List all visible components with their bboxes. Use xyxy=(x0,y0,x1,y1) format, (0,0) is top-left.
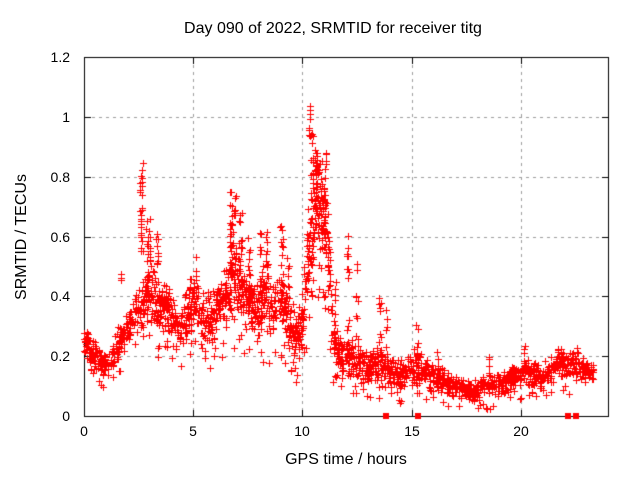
chart-title: Day 090 of 2022, SRMTID for receiver tit… xyxy=(184,20,482,37)
y-tick-label: 0.8 xyxy=(50,169,70,185)
x-axis-label: GPS time / hours xyxy=(285,451,407,468)
x-tick-label: 0 xyxy=(80,423,88,439)
x-tick-label: 15 xyxy=(404,423,420,439)
y-tick-label: 0 xyxy=(62,408,70,424)
y-tick-label: 0.6 xyxy=(50,229,70,245)
x-tick-label: 20 xyxy=(513,423,529,439)
y-tick-label: 1.2 xyxy=(50,49,70,65)
y-tick-label: 1 xyxy=(62,109,70,125)
x-tick-label: 5 xyxy=(189,423,197,439)
y-tick-label: 0.2 xyxy=(50,348,70,364)
x-tick-label: 10 xyxy=(294,423,310,439)
y-tick-label: 0.4 xyxy=(50,288,70,304)
